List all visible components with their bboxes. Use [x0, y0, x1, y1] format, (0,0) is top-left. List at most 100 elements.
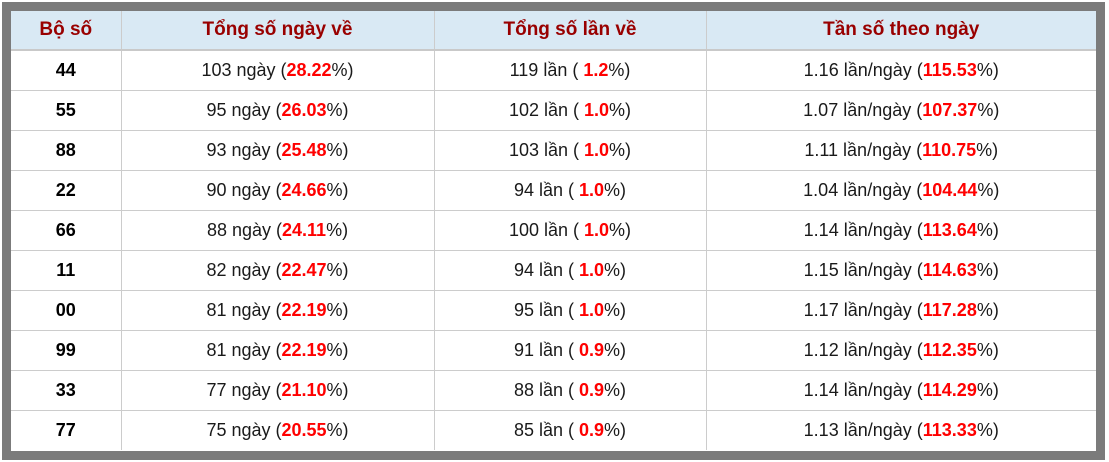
freq-prefix: 1.17 lần/ngày (: [803, 300, 923, 320]
days-cell: 77 ngày (21.10%): [121, 370, 435, 411]
times-cell: 102 lần ( 1.0%): [434, 90, 707, 131]
pair-cell: 33: [11, 370, 122, 411]
times-pct: 0.9: [579, 380, 605, 400]
freq-suffix: %): [976, 300, 999, 320]
table-body: 44 103 ngày (28.22%) 119 lần ( 1.2%) 1.16 l…: [11, 50, 1096, 450]
freq-suffix: %): [977, 100, 1000, 120]
days-suffix: %): [326, 260, 349, 280]
table-row: 99 81 ngày (22.19%) 91 lần ( 0.9%) 1.12 lần…: [11, 330, 1096, 371]
days-prefix: 77 ngày (: [206, 380, 282, 400]
times-cell: 103 lần ( 1.0%): [434, 130, 707, 171]
pair-cell: 77: [11, 410, 122, 450]
freq-pct: 114.63: [922, 260, 977, 280]
freq-pct: 113.33: [922, 420, 977, 440]
times-prefix: 102 lần (: [508, 100, 585, 120]
days-cell: 81 ngày (22.19%): [121, 330, 435, 371]
freq-prefix: 1.14 lần/ngày (: [803, 380, 923, 400]
freq-prefix: 1.11 lần/ngày (: [804, 140, 923, 160]
freq-pct: 114.29: [922, 380, 977, 400]
days-cell: 103 ngày (28.22%): [121, 50, 435, 91]
table-row: 11 82 ngày (22.47%) 94 lần ( 1.0%) 1.15 lần…: [11, 250, 1096, 291]
days-prefix: 88 ngày (: [206, 220, 282, 240]
frequency-cell: 1.17 lần/ngày (117.28%): [706, 290, 1096, 331]
pair-value: 55: [55, 100, 76, 120]
days-cell: 90 ngày (24.66%): [121, 170, 435, 211]
col-header-frequency: Tần số theo ngày: [706, 11, 1096, 51]
times-suffix: %): [608, 60, 631, 80]
times-prefix: 91 lần (: [513, 340, 579, 360]
days-pct: 22.19: [281, 340, 327, 360]
freq-pct: 117.28: [922, 300, 977, 320]
freq-suffix: %): [976, 380, 999, 400]
times-cell: 85 lần ( 0.9%): [434, 410, 707, 450]
table-row: 88 93 ngày (25.48%) 103 lần ( 1.0%) 1.11 lầ…: [11, 130, 1096, 171]
days-cell: 93 ngày (25.48%): [121, 130, 435, 171]
times-prefix: 88 lần (: [513, 380, 579, 400]
table-row: 55 95 ngày (26.03%) 102 lần ( 1.0%) 1.07 lầ…: [11, 90, 1096, 131]
frequency-cell: 1.12 lần/ngày (112.35%): [706, 330, 1096, 371]
pair-value: 99: [55, 340, 76, 360]
days-cell: 95 ngày (26.03%): [121, 90, 435, 131]
times-pct: 1.0: [579, 260, 605, 280]
freq-suffix: %): [976, 140, 999, 160]
days-prefix: 95 ngày (: [206, 100, 282, 120]
days-pct: 25.48: [281, 140, 327, 160]
pair-value: 22: [55, 180, 76, 200]
days-suffix: %): [326, 300, 349, 320]
freq-prefix: 1.13 lần/ngày (: [803, 420, 923, 440]
freq-suffix: %): [976, 340, 999, 360]
times-cell: 94 lần ( 1.0%): [434, 170, 707, 211]
times-prefix: 119 lần (: [509, 60, 584, 80]
freq-suffix: %): [976, 220, 999, 240]
times-pct: 1.0: [579, 300, 605, 320]
days-suffix: %): [326, 380, 349, 400]
col-header-times: Tổng số lần về: [434, 11, 707, 51]
table-row: 00 81 ngày (22.19%) 95 lần ( 1.0%) 1.17 lần…: [11, 290, 1096, 331]
freq-suffix: %): [977, 180, 1000, 200]
pair-cell: 66: [11, 210, 122, 251]
days-prefix: 103 ngày (: [201, 60, 287, 80]
pair-value: 77: [55, 420, 76, 440]
times-cell: 88 lần ( 0.9%): [434, 370, 707, 411]
days-pct: 24.11: [282, 220, 327, 240]
days-prefix: 90 ngày (: [206, 180, 282, 200]
times-cell: 95 lần ( 1.0%): [434, 290, 707, 331]
times-pct: 1.0: [584, 220, 610, 240]
freq-suffix: %): [976, 60, 999, 80]
freq-prefix: 1.12 lần/ngày (: [803, 340, 923, 360]
days-suffix: %): [326, 100, 349, 120]
loto-pair-stats-table: Bộ số Tổng số ngày về Tổng số lần về Tần…: [11, 11, 1096, 450]
days-suffix: %): [326, 140, 349, 160]
days-cell: 82 ngày (22.47%): [121, 250, 435, 291]
times-cell: 100 lần ( 1.0%): [434, 210, 707, 251]
freq-pct: 112.35: [922, 340, 977, 360]
table-row: 33 77 ngày (21.10%) 88 lần ( 0.9%) 1.14 lần…: [11, 370, 1096, 411]
days-suffix: %): [326, 420, 349, 440]
times-suffix: %): [609, 140, 632, 160]
times-prefix: 95 lần (: [513, 300, 579, 320]
times-pct: 1.2: [583, 60, 609, 80]
freq-prefix: 1.07 lần/ngày (: [803, 100, 923, 120]
frequency-cell: 1.14 lần/ngày (114.29%): [706, 370, 1096, 411]
days-prefix: 81 ngày (: [206, 340, 282, 360]
freq-pct: 107.37: [922, 100, 978, 120]
days-pct: 28.22: [286, 60, 332, 80]
col-header-pair: Bộ số: [11, 11, 122, 51]
days-prefix: 75 ngày (: [206, 420, 282, 440]
days-prefix: 93 ngày (: [206, 140, 282, 160]
days-suffix: %): [326, 220, 349, 240]
frequency-cell: 1.11 lần/ngày (110.75%): [706, 130, 1096, 171]
times-pct: 1.0: [579, 180, 605, 200]
days-pct: 22.47: [281, 260, 327, 280]
times-prefix: 103 lần (: [508, 140, 585, 160]
days-suffix: %): [326, 180, 349, 200]
times-pct: 1.0: [584, 100, 610, 120]
table-row: 44 103 ngày (28.22%) 119 lần ( 1.2%) 1.16 l…: [11, 50, 1096, 91]
pair-value: 11: [56, 260, 76, 280]
days-pct: 22.19: [281, 300, 327, 320]
times-pct: 0.9: [579, 340, 605, 360]
table-row: 66 88 ngày (24.11%) 100 lần ( 1.0%) 1.14 lầ…: [11, 210, 1096, 251]
days-prefix: 82 ngày (: [206, 260, 282, 280]
table-row: 77 75 ngày (20.55%) 85 lần ( 0.9%) 1.13 lần…: [11, 410, 1096, 450]
times-prefix: 94 lần (: [513, 260, 579, 280]
